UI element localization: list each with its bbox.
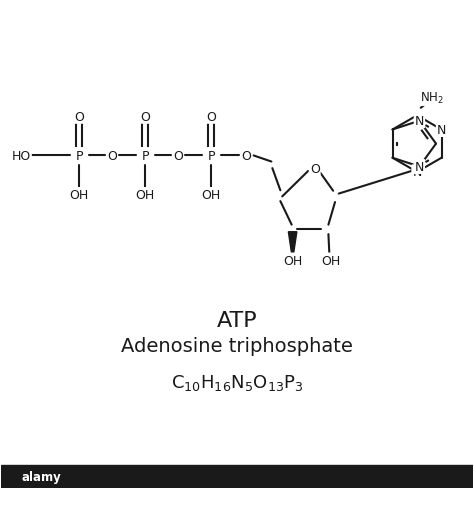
Text: OH: OH: [201, 189, 221, 201]
Text: O: O: [173, 149, 183, 163]
Text: O: O: [107, 149, 117, 163]
Text: O: O: [310, 162, 319, 175]
Text: OH: OH: [136, 189, 155, 201]
Text: alamy: alamy: [22, 470, 61, 483]
Text: O: O: [140, 111, 150, 124]
Bar: [1, 465, 473, 488]
Text: P: P: [207, 149, 215, 163]
Text: O: O: [241, 149, 251, 163]
Text: N: N: [415, 161, 424, 174]
Text: ATP: ATP: [217, 311, 257, 331]
Text: N: N: [412, 166, 422, 179]
Text: HO: HO: [11, 149, 31, 163]
Text: P: P: [75, 149, 83, 163]
Text: N: N: [415, 115, 424, 128]
Text: P: P: [141, 149, 149, 163]
Text: Adenosine triphosphate: Adenosine triphosphate: [121, 336, 353, 355]
Text: OH: OH: [283, 254, 302, 267]
Text: OH: OH: [70, 189, 89, 201]
Text: OH: OH: [322, 254, 341, 267]
Text: O: O: [206, 111, 216, 124]
Text: O: O: [74, 111, 84, 124]
Text: C$_{10}$H$_{16}$N$_{5}$O$_{13}$P$_{3}$: C$_{10}$H$_{16}$N$_{5}$O$_{13}$P$_{3}$: [171, 372, 303, 392]
Text: NH$_2$: NH$_2$: [420, 91, 444, 106]
Polygon shape: [288, 232, 297, 255]
Text: N: N: [437, 124, 446, 137]
